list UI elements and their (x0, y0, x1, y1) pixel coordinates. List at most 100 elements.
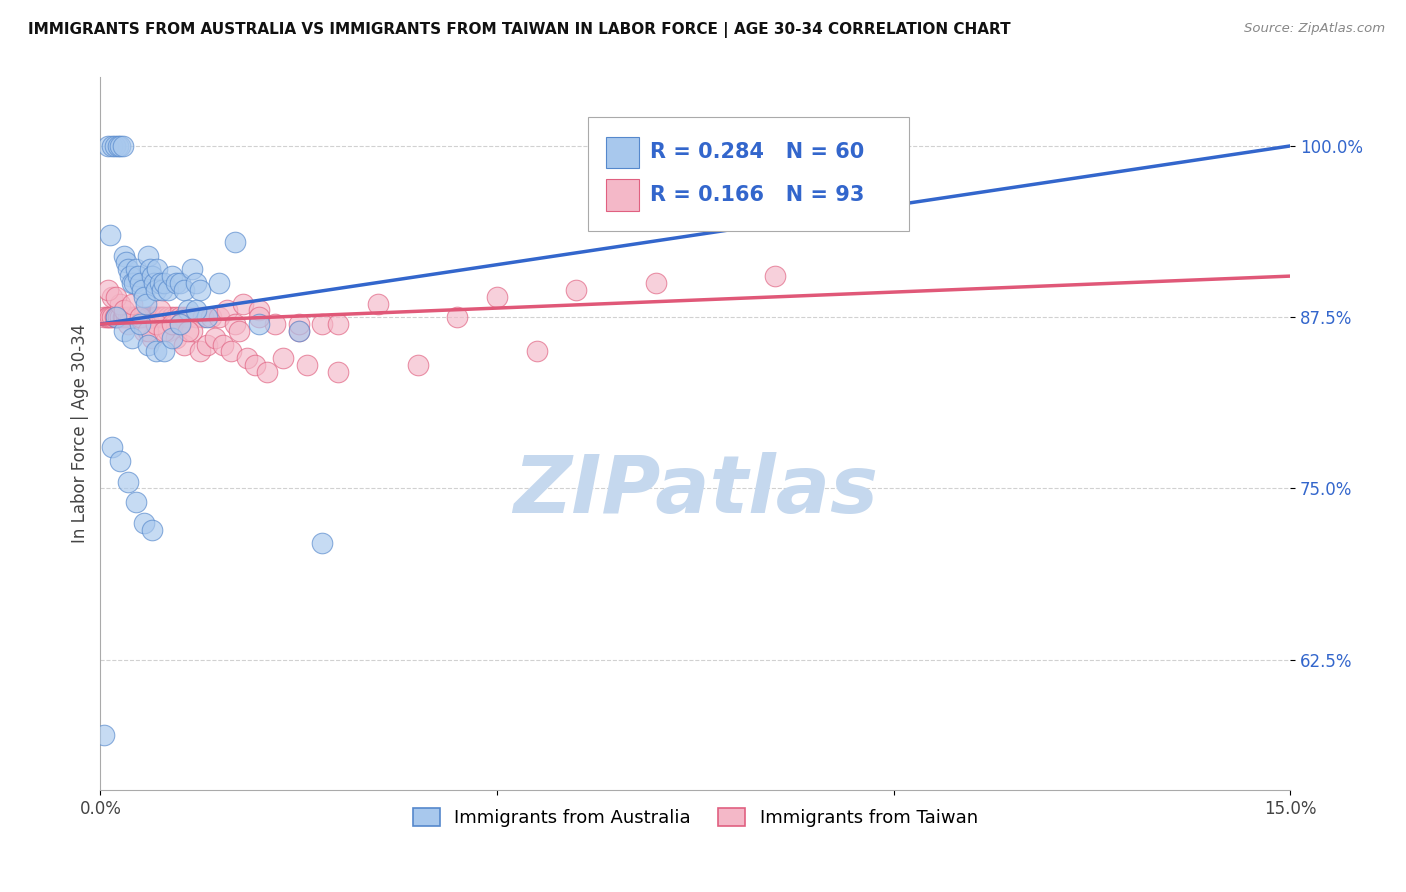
Point (176, 310, 198, 325)
Point (160, 317, 183, 331)
Point (105, 310, 128, 325)
Point (263, 317, 285, 331)
Point (156, 324, 179, 338)
Text: ZIPatlas: ZIPatlas (513, 451, 877, 530)
Point (125, 495, 148, 509)
Point (105, 290, 128, 304)
Point (232, 296, 254, 310)
Point (247, 303, 270, 318)
Point (101, 310, 124, 325)
Point (271, 351, 294, 366)
Point (217, 303, 239, 318)
Point (117, 317, 139, 331)
Point (169, 276, 191, 290)
Point (169, 317, 191, 331)
Point (143, 276, 166, 290)
Point (180, 262, 202, 277)
Point (763, 269, 786, 284)
Point (112, 249, 135, 263)
Point (97, 310, 120, 325)
Point (328, 317, 350, 331)
Point (295, 358, 318, 372)
Point (208, 310, 231, 325)
Point (173, 283, 195, 297)
Point (224, 235, 246, 249)
Point (122, 276, 145, 290)
Point (141, 331, 163, 345)
Point (132, 324, 155, 338)
Point (146, 262, 169, 277)
Point (247, 310, 270, 325)
Point (236, 351, 259, 366)
Point (165, 331, 187, 345)
Point (188, 344, 211, 359)
Point (145, 310, 167, 325)
Point (526, 344, 548, 359)
Point (129, 276, 152, 290)
Point (138, 262, 160, 277)
FancyBboxPatch shape (606, 179, 640, 211)
Point (311, 536, 333, 550)
Point (224, 317, 246, 331)
Point (406, 358, 429, 372)
Point (98, 310, 121, 325)
Point (107, 139, 129, 153)
Point (141, 523, 163, 537)
Point (200, 310, 222, 325)
Point (93, 310, 115, 325)
Legend: Immigrants from Australia, Immigrants from Taiwan: Immigrants from Australia, Immigrants fr… (405, 800, 986, 834)
Point (173, 337, 195, 351)
Text: Source: ZipAtlas.com: Source: ZipAtlas.com (1244, 22, 1385, 36)
Point (149, 303, 172, 318)
Point (132, 516, 155, 530)
Point (129, 317, 152, 331)
Point (150, 310, 173, 325)
Point (101, 441, 124, 455)
Point (117, 475, 139, 489)
Point (125, 262, 148, 277)
Point (197, 310, 219, 325)
Point (160, 269, 183, 284)
Point (138, 310, 160, 325)
Point (141, 269, 163, 284)
Point (111, 310, 134, 325)
Point (136, 249, 159, 263)
Point (105, 310, 128, 325)
Point (97, 139, 120, 153)
Text: IMMIGRANTS FROM AUSTRALIA VS IMMIGRANTS FROM TAIWAN IN LABOR FORCE | AGE 30-34 C: IMMIGRANTS FROM AUSTRALIA VS IMMIGRANTS … (28, 22, 1011, 38)
Point (565, 283, 588, 297)
Point (112, 324, 135, 338)
Point (108, 310, 131, 325)
Point (149, 310, 172, 325)
Text: R = 0.166   N = 93: R = 0.166 N = 93 (650, 185, 865, 205)
Point (173, 310, 195, 325)
Point (156, 310, 179, 325)
Point (153, 324, 176, 338)
Point (120, 269, 142, 284)
Point (153, 276, 176, 290)
Point (143, 310, 166, 325)
Point (120, 310, 142, 325)
Point (104, 310, 127, 325)
Point (117, 262, 139, 277)
Point (122, 310, 145, 325)
Point (108, 139, 131, 153)
Point (228, 324, 250, 338)
Text: R = 0.284   N = 60: R = 0.284 N = 60 (650, 142, 865, 162)
Point (117, 310, 139, 325)
Point (112, 303, 135, 318)
Point (114, 255, 136, 269)
Point (169, 317, 191, 331)
Point (153, 310, 176, 325)
Point (150, 283, 173, 297)
Point (97, 283, 120, 297)
Point (101, 290, 124, 304)
Point (121, 331, 143, 345)
Point (208, 276, 231, 290)
Point (149, 276, 172, 290)
Point (160, 331, 183, 345)
Point (156, 283, 179, 297)
Point (243, 358, 266, 372)
Point (136, 324, 159, 338)
Point (136, 310, 159, 325)
